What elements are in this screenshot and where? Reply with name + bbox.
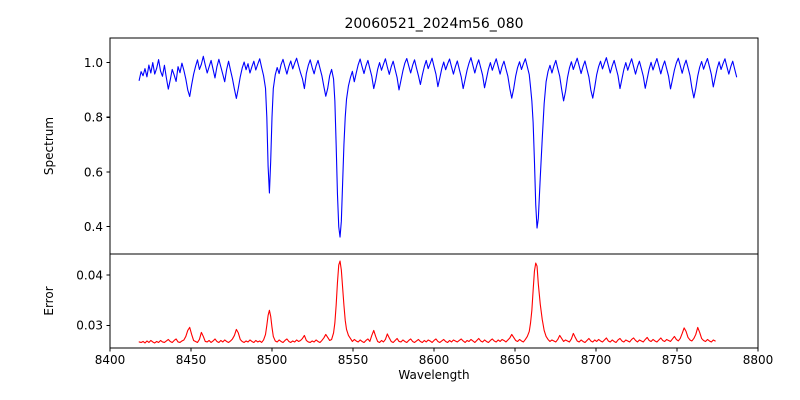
x-tick-label: 8550 xyxy=(338,353,369,367)
y-tick-label: 0.04 xyxy=(76,268,103,282)
error-axes-frame xyxy=(109,253,759,349)
y-tick-label: 0.6 xyxy=(84,165,103,179)
spectrum-y-axis-ticks: 0.4 0.6 0.8 1.0 xyxy=(84,56,110,234)
error-plot-area xyxy=(110,254,758,348)
page-title: 20060521_2024m56_080 xyxy=(344,16,523,32)
x-tick-label: 8750 xyxy=(662,353,693,367)
spectrum-y-axis-label: Spectrum xyxy=(42,117,56,175)
spectrum-panel: 0.4 0.6 0.8 1.0 Spectrum xyxy=(42,37,759,255)
x-tick-label: 8700 xyxy=(581,353,612,367)
error-y-axis-label: Error xyxy=(42,286,56,315)
y-tick-label: 0.8 xyxy=(84,111,103,125)
y-tick-label: 1.0 xyxy=(84,56,103,70)
x-tick-label: 8450 xyxy=(176,353,207,367)
x-tick-label: 8650 xyxy=(500,353,531,367)
y-tick-label: 0.4 xyxy=(84,220,103,234)
x-tick-label: 8500 xyxy=(257,353,288,367)
y-tick-label: 0.03 xyxy=(76,319,103,333)
spectrum-plot-area xyxy=(110,38,758,254)
error-y-axis-ticks: 0.03 0.04 xyxy=(76,268,110,333)
x-tick-label: 8600 xyxy=(419,353,450,367)
x-axis-label: Wavelength xyxy=(398,368,469,382)
error-panel: 0.03 0.04 8400 8450 8500 8550 8600 8650 8700 875… xyxy=(42,253,774,382)
x-tick-label: 8400 xyxy=(95,353,126,367)
spectrum-data-line xyxy=(138,55,738,238)
error-x-axis-ticks: 8400 8450 8500 8550 8600 8650 8700 8750 8800 xyxy=(95,348,774,367)
error-data-line xyxy=(138,260,716,344)
x-tick-label: 8800 xyxy=(743,353,774,367)
